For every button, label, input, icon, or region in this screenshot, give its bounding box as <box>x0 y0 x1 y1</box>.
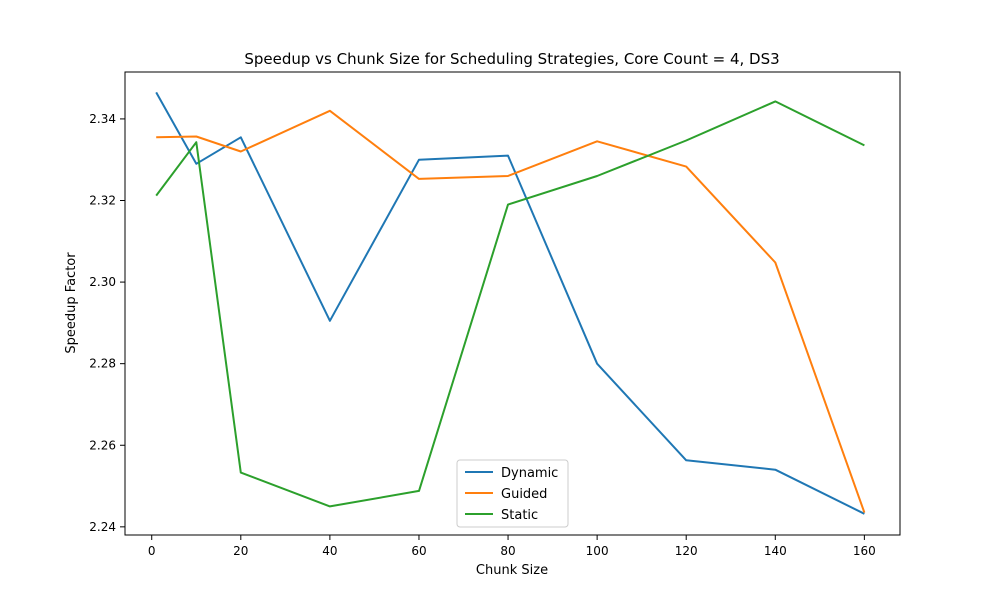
y-tick-label: 2.34 <box>89 112 116 126</box>
x-tick-label: 20 <box>233 544 248 558</box>
x-tick-label: 160 <box>853 544 876 558</box>
y-axis-label: Speedup Factor <box>64 252 79 354</box>
legend-label: Dynamic <box>501 466 558 481</box>
x-tick-label: 140 <box>764 544 787 558</box>
y-tick-label: 2.24 <box>89 520 116 534</box>
x-tick-label: 40 <box>322 544 337 558</box>
series-line-dynamic <box>155 91 865 515</box>
legend-label: Guided <box>501 487 547 502</box>
legend-box <box>456 459 569 528</box>
y-tick-label: 2.26 <box>89 438 116 452</box>
y-tick-label: 2.30 <box>89 275 116 289</box>
series-lines <box>155 91 866 515</box>
x-tick-label: 60 <box>411 544 426 558</box>
x-tick-label: 100 <box>586 544 609 558</box>
y-axis: 2.24 2.26 2.28 2.30 2.32 2.34 <box>89 112 125 534</box>
x-tick-label: 80 <box>500 544 515 558</box>
series-line-guided <box>156 109 866 513</box>
chart-title: Speedup vs Chunk Size for Scheduling Str… <box>244 50 779 68</box>
x-axis: 0 20 40 60 80 100 120 140 160 <box>148 535 876 558</box>
legend: Dynamic Guided Static <box>456 459 569 528</box>
x-axis-label: Chunk Size <box>476 563 548 578</box>
x-tick-label: 120 <box>675 544 698 558</box>
x-tick-label: 0 <box>148 544 156 558</box>
legend-label: Static <box>501 508 538 523</box>
series-line-static <box>155 100 865 508</box>
y-tick-label: 2.28 <box>89 357 116 371</box>
plot-frame <box>124 71 901 536</box>
y-tick-label: 2.32 <box>89 193 116 207</box>
